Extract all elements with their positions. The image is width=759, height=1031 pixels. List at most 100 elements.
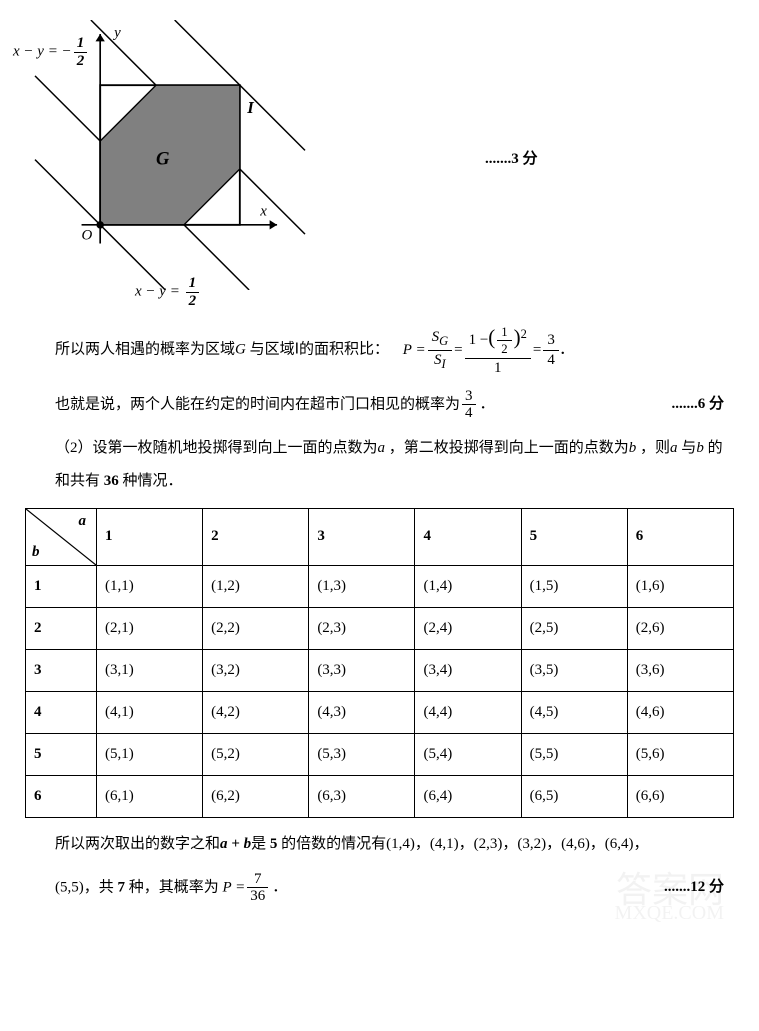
cell: (1,1) <box>97 565 203 607</box>
p3-c: ，则 <box>636 440 670 456</box>
cell: (2,2) <box>203 607 309 649</box>
row-head: 5 <box>26 733 97 775</box>
paragraph-4: 所以两次取出的数字之和a + b是 5 的倍数的情况有(1,4)，(4,1)，(… <box>55 828 734 861</box>
corner-a: a <box>79 513 87 530</box>
f1-exp: 2 <box>521 327 527 341</box>
cell: (4,2) <box>203 691 309 733</box>
table-row: 4(4,1)(4,2)(4,3)(4,4)(4,5)(4,6) <box>26 691 734 733</box>
f1-res-num: 3 <box>543 331 559 351</box>
paragraph-1: 所以两人相遇的概率为区域 G 与区域Ⅰ的面积积比： P = SG SI = 1 −… <box>55 323 734 378</box>
eq-upper-num: 1 <box>74 35 88 53</box>
p4-list: (1,4)，(4,1)，(2,3)，(3,2)，(4,6)，(6,4)， <box>386 836 648 852</box>
col-head: 2 <box>203 508 309 565</box>
paragraph-5: (5,5)，共 7 种，其概率为 P =736 . .......12 分 答案… <box>55 871 734 905</box>
score-3: .......3 分 <box>485 147 538 168</box>
geometric-chart: y x O G I x − y = −12 x − y = 12 <box>25 20 325 295</box>
col-head: 3 <box>309 508 415 565</box>
cell: (5,3) <box>309 733 415 775</box>
cell: (2,3) <box>309 607 415 649</box>
row-head: 2 <box>26 607 97 649</box>
f1-bottom: 1 <box>490 359 506 378</box>
cell: (4,5) <box>521 691 627 733</box>
cell: (3,5) <box>521 649 627 691</box>
cell: (3,1) <box>97 649 203 691</box>
p3-var-b2: b <box>696 440 704 456</box>
p5-b: 种，其概率为 <box>125 879 219 895</box>
eq-upper: x − y = −12 <box>13 35 89 69</box>
p1-prefix: 所以两人相遇的概率为区域 <box>55 342 235 358</box>
cell: (2,4) <box>415 607 521 649</box>
y-arrow <box>96 34 105 41</box>
cell: (1,5) <box>521 565 627 607</box>
cell: (1,4) <box>415 565 521 607</box>
col-head: 5 <box>521 508 627 565</box>
table-row: 3(3,1)(3,2)(3,3)(3,4)(3,5)(3,6) <box>26 649 734 691</box>
p3-36: 36 <box>104 473 119 489</box>
score-12: .......12 分 <box>664 871 724 904</box>
f1-eq1: = <box>454 334 462 367</box>
p2-den: 4 <box>462 405 476 422</box>
row-head: 3 <box>26 649 97 691</box>
p4-b: 是 <box>251 836 270 852</box>
table-row: 2(2,1)(2,2)(2,3)(2,4)(2,5)(2,6) <box>26 607 734 649</box>
f1-inner-num: 1 <box>497 324 511 341</box>
f1-eq2: = <box>533 334 541 367</box>
outcome-table: a b 1 2 3 4 5 6 1(1,1)(1,2)(1,3)(1,4)(1,… <box>25 508 734 818</box>
cell: (3,3) <box>309 649 415 691</box>
f1-inner-den: 2 <box>497 341 511 357</box>
col-head: 1 <box>97 508 203 565</box>
p5-dot: . <box>270 879 278 895</box>
row-head: 4 <box>26 691 97 733</box>
cell: (5,5) <box>521 733 627 775</box>
row-head: 6 <box>26 775 97 817</box>
cell: (6,5) <box>521 775 627 817</box>
p4-c: 的倍数的情况有 <box>277 836 386 852</box>
table-row: 6(6,1)(6,2)(6,3)(6,4)(6,5)(6,6) <box>26 775 734 817</box>
table-header-row: a b 1 2 3 4 5 6 <box>26 508 734 565</box>
cell: (4,4) <box>415 691 521 733</box>
p5-num: 7 <box>247 871 268 889</box>
p5-7: 7 <box>118 879 126 895</box>
origin-dot <box>96 221 103 228</box>
cell: (5,2) <box>203 733 309 775</box>
formula-ratio: P = SG SI = 1 −(12)2 1 = 3 4 . <box>403 323 565 378</box>
cell: (5,1) <box>97 733 203 775</box>
cell: (6,3) <box>309 775 415 817</box>
f1-SG-sub: G <box>439 334 448 348</box>
f1-SI-sub: I <box>441 357 445 371</box>
cell: (2,1) <box>97 607 203 649</box>
f1-dot: . <box>561 334 565 367</box>
cell: (3,6) <box>627 649 733 691</box>
p3-var-a: a <box>378 440 386 456</box>
eq-lower-text: x − y = <box>135 283 184 299</box>
p2-a: 也就是说，两个人能在约定的时间内在超市门口相见的概率为 <box>55 396 460 412</box>
f1-top-lead: 1 − <box>469 332 489 348</box>
row-head: 1 <box>26 565 97 607</box>
eq-lower-den: 2 <box>186 293 200 310</box>
cell: (4,3) <box>309 691 415 733</box>
cell: (6,6) <box>627 775 733 817</box>
cell: (2,5) <box>521 607 627 649</box>
cell: (3,2) <box>203 649 309 691</box>
col-head: 6 <box>627 508 733 565</box>
p4-a: 所以两次取出的数字之和 <box>55 836 220 852</box>
corner-b: b <box>32 544 40 561</box>
p3-a: （2）设第一枚随机地投掷得到向上一面的点数为 <box>55 440 378 456</box>
p5-den: 36 <box>247 888 268 905</box>
p3-b: ，第二枚投掷得到向上一面的点数为 <box>385 440 629 456</box>
x-label: x <box>259 204 267 220</box>
p3-d: 与 <box>678 440 697 456</box>
cell: (3,4) <box>415 649 521 691</box>
cell: (2,6) <box>627 607 733 649</box>
I-label: I <box>246 98 254 117</box>
y-label: y <box>112 25 121 41</box>
figure-row: y x O G I x − y = −12 x − y = 12 .......… <box>25 20 734 295</box>
cell: (4,6) <box>627 691 733 733</box>
p5-P: P = <box>223 879 246 895</box>
table-row: 5(5,1)(5,2)(5,3)(5,4)(5,5)(5,6) <box>26 733 734 775</box>
table-row: 1(1,1)(1,2)(1,3)(1,4)(1,5)(1,6) <box>26 565 734 607</box>
f1-lhs: P = <box>403 334 426 367</box>
p1-mid: 与区域Ⅰ的面积积比： <box>246 342 389 358</box>
cell: (1,3) <box>309 565 415 607</box>
score-6: .......6 分 <box>671 388 724 421</box>
